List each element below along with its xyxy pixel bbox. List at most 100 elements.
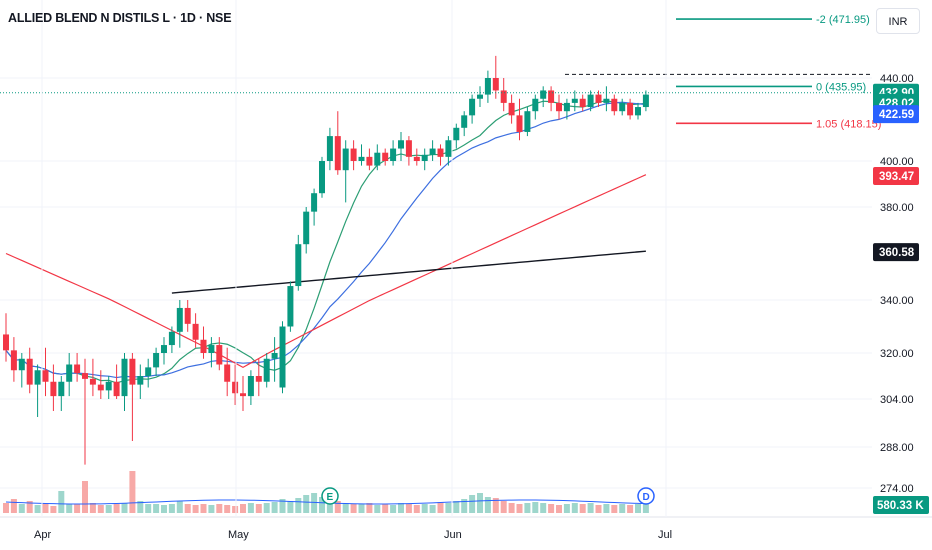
volume-bar [398, 503, 404, 513]
volume-bar [421, 504, 428, 513]
price-tick-label: 440.00 [880, 73, 914, 85]
candle-body [477, 94, 483, 99]
candle-body [619, 102, 626, 112]
candle-body [556, 102, 562, 112]
volume-bar [484, 497, 491, 513]
volume-bar [287, 501, 294, 513]
volume-bar [390, 505, 397, 513]
volume-bar [271, 502, 278, 513]
volume-bar [192, 505, 199, 513]
volume-bar [74, 504, 81, 513]
volume-bar [350, 504, 357, 513]
volume-bar [366, 503, 373, 513]
volume-bar [405, 504, 412, 513]
volume-bar [556, 505, 562, 513]
volume-bar [413, 505, 420, 513]
price-badge-label: 422.59 [879, 109, 914, 121]
price-badge [873, 243, 919, 262]
volume-bar [619, 504, 626, 513]
volume-bar [232, 506, 239, 513]
volume-bar [358, 504, 365, 513]
candle-body [484, 78, 491, 95]
candle-body [532, 98, 539, 112]
candle-body [508, 102, 515, 116]
symbol-title: ALLIED BLEND N DISTILS L · 1D · NSE [8, 11, 232, 25]
candle-body [461, 115, 468, 128]
volume-bar [548, 504, 555, 513]
volume-bar [247, 503, 254, 513]
candle-body [129, 358, 136, 385]
ma-50-line [5, 174, 647, 369]
price-tick-label: 288.00 [880, 442, 914, 454]
volume-bar [627, 505, 634, 513]
candle-body [342, 148, 349, 171]
volume-bar [532, 502, 539, 513]
candle-body [153, 353, 160, 368]
ema-mid-line [5, 101, 646, 379]
candle-body [105, 381, 112, 391]
volume-bar [10, 499, 17, 513]
volume-bar [437, 502, 444, 513]
candle-body [18, 358, 25, 371]
price-badge-label: 393.47 [879, 171, 914, 183]
volume-bar [129, 471, 136, 513]
price-badge [873, 105, 919, 124]
candle-body [587, 94, 594, 108]
candle-body [437, 148, 444, 157]
candle-body [176, 307, 183, 332]
volume-bar [66, 504, 73, 513]
candle-body [184, 307, 191, 324]
candle-body [263, 358, 270, 382]
volume-bar [200, 504, 207, 513]
candle-body [26, 358, 33, 385]
candle-body [571, 98, 578, 103]
volume-bar [429, 505, 436, 513]
candle-body [374, 152, 381, 166]
time-axis-label: May [228, 529, 249, 541]
fib-level-label: -2 (471.95) [816, 14, 870, 26]
candle-body [66, 364, 73, 382]
candle-body [295, 244, 302, 287]
volume-bar [319, 497, 325, 513]
candle-body [303, 211, 310, 245]
candle-body [548, 90, 555, 103]
candle-body [492, 78, 499, 91]
candle-body [358, 156, 365, 161]
volume-bar [374, 505, 381, 513]
time-axis-label: Apr [34, 529, 51, 541]
candle-body [524, 111, 531, 132]
candle-body [74, 364, 81, 374]
candle-body [89, 378, 96, 385]
candle-body [232, 381, 239, 394]
volume-bar [89, 503, 96, 513]
volume-bar [97, 505, 104, 513]
volume-bar [50, 506, 57, 513]
candle-body [200, 339, 207, 353]
candle-body [563, 102, 570, 112]
volume-bar [184, 504, 191, 513]
candle-body [445, 140, 452, 157]
volume-bar [208, 505, 215, 513]
volume-bar [263, 503, 270, 513]
volume-bar [26, 501, 33, 513]
volume-bar [58, 491, 65, 513]
volume-badge [873, 496, 929, 514]
volume-bar [516, 504, 523, 513]
volume-bar [326, 499, 333, 513]
currency-button[interactable]: INR [876, 8, 920, 34]
volume-bar [168, 504, 175, 513]
candle-body [413, 156, 420, 161]
candle-body [611, 98, 618, 112]
volume-badge-label: 580.33 K [877, 500, 924, 512]
candle-body [350, 148, 357, 161]
candle-body [161, 345, 167, 353]
volume-bar [571, 503, 578, 513]
event-marker-label: E [327, 492, 334, 503]
candle-body [3, 334, 9, 351]
volume-bar [105, 505, 112, 513]
volume-bar [137, 501, 144, 513]
candle-body [405, 140, 412, 157]
candle-body [224, 364, 231, 382]
price-tick-label: 380.00 [880, 202, 914, 214]
